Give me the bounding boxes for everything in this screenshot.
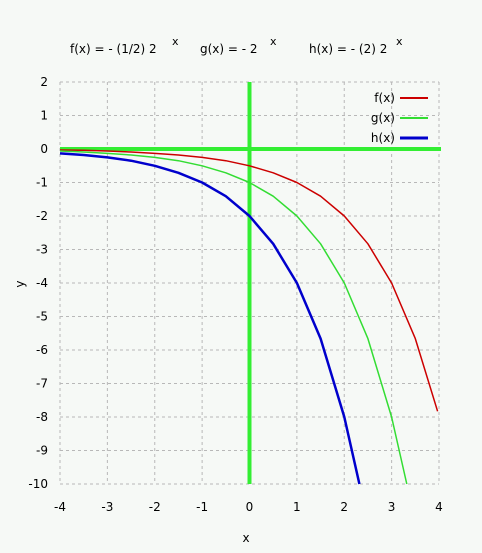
x-tick-label: 3 xyxy=(388,500,396,514)
legend-label-h: h(x) xyxy=(371,131,395,145)
y-tick-label: -9 xyxy=(36,444,48,458)
axes xyxy=(60,82,441,484)
y-tick-label: -5 xyxy=(36,310,48,324)
series xyxy=(59,149,439,485)
x-tick-label: 1 xyxy=(293,500,301,514)
series-line-f xyxy=(59,149,439,412)
title-h-exponent: x xyxy=(396,35,403,48)
legend-label-g: g(x) xyxy=(371,111,395,125)
x-axis-label: x xyxy=(242,531,249,545)
y-tick-label: 1 xyxy=(40,109,48,123)
y-tick-label: -10 xyxy=(28,477,48,491)
x-tick-label: 2 xyxy=(340,500,348,514)
title-h-text: h(x) = - (2) 2 xyxy=(309,42,387,56)
y-tick-label: -4 xyxy=(36,276,48,290)
legend: f(x) g(x) h(x) xyxy=(371,91,428,145)
x-tick-label: -1 xyxy=(196,500,208,514)
y-tick-label: 2 xyxy=(40,75,48,89)
y-tick-label: 0 xyxy=(40,142,48,156)
y-tick-label: -7 xyxy=(36,377,48,391)
y-tick-label: -8 xyxy=(36,410,48,424)
y-axis-label: y xyxy=(13,280,27,287)
y-tick-label: -6 xyxy=(36,343,48,357)
title-g-exponent: x xyxy=(270,35,277,48)
y-tick-label: -1 xyxy=(36,176,48,190)
title-f-text: f(x) = - (1/2) 2 xyxy=(70,42,157,56)
y-tick-label: -3 xyxy=(36,243,48,257)
chart-title: f(x) = - (1/2) 2 x g(x) = - 2 x h(x) = -… xyxy=(70,35,403,56)
title-f-exponent: x xyxy=(172,35,179,48)
series-line-g xyxy=(59,150,408,485)
x-tick-label: 0 xyxy=(246,500,254,514)
x-tick-label: -3 xyxy=(101,500,113,514)
x-tick-label: 4 xyxy=(435,500,443,514)
title-g-text: g(x) = - 2 xyxy=(200,42,258,56)
series-line-h xyxy=(59,152,361,485)
x-tick-label: -4 xyxy=(54,500,66,514)
y-tick-label: -2 xyxy=(36,209,48,223)
legend-label-f: f(x) xyxy=(374,91,395,105)
x-tick-label: -2 xyxy=(149,500,161,514)
